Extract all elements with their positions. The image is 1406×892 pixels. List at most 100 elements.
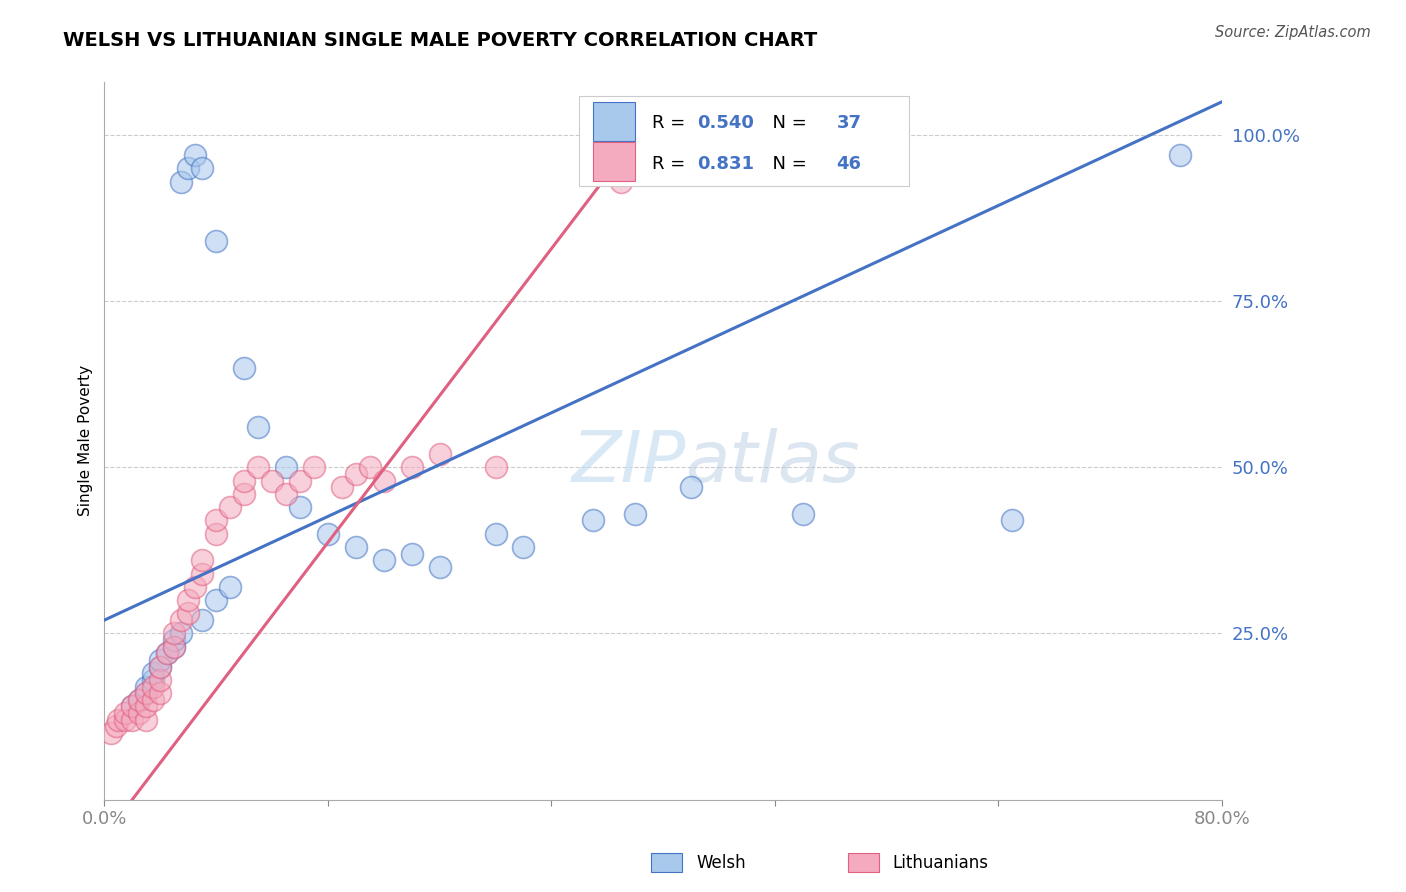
Point [191,553,214,567]
Text: Source: ZipAtlas.com: Source: ZipAtlas.com [1215,25,1371,40]
Point [330,480,353,494]
Point [373,474,395,488]
Point [582,513,605,527]
Point [344,467,367,481]
Text: 37: 37 [837,114,862,132]
Point [344,540,367,554]
FancyBboxPatch shape [579,96,910,186]
Point [142,666,165,681]
Point [142,693,165,707]
Point [100,726,122,740]
Point [135,680,157,694]
Point [135,686,157,700]
Point [135,699,157,714]
FancyBboxPatch shape [593,142,636,181]
Point [104,719,127,733]
Text: R =: R = [652,114,690,132]
Point [121,699,143,714]
Point [107,713,129,727]
Point [191,566,214,581]
Point [233,474,256,488]
Point [177,607,200,621]
Point [149,659,172,673]
Point [149,659,172,673]
Text: Welsh: Welsh [696,855,745,872]
Point [205,526,228,541]
Point [170,626,193,640]
Point [1168,148,1191,162]
Text: 0.540: 0.540 [696,114,754,132]
Text: N =: N = [762,154,813,172]
Point [792,507,814,521]
Point [142,673,165,687]
Point [191,161,214,176]
Point [288,474,311,488]
Point [135,686,157,700]
Point [184,580,207,594]
Point [512,540,534,554]
Point [205,235,228,249]
Point [484,460,506,475]
Point [205,593,228,607]
Point [610,154,633,169]
Point [128,693,150,707]
Point [373,553,395,567]
Point [156,646,179,660]
Point [624,141,647,155]
Point [149,686,172,700]
Point [170,175,193,189]
FancyBboxPatch shape [593,102,636,141]
Text: 0.831: 0.831 [696,154,754,172]
Point [401,547,423,561]
Point [610,175,633,189]
Point [233,360,256,375]
Text: Lithuanians: Lithuanians [893,855,988,872]
Point [121,713,143,727]
Text: WELSH VS LITHUANIAN SINGLE MALE POVERTY CORRELATION CHART: WELSH VS LITHUANIAN SINGLE MALE POVERTY … [63,31,817,50]
Point [288,500,311,515]
Point [247,420,270,434]
Point [128,706,150,720]
Point [429,560,451,574]
Text: R =: R = [652,154,690,172]
Point [184,148,207,162]
Point [302,460,325,475]
Text: N =: N = [762,114,813,132]
Point [219,580,242,594]
Point [1001,513,1024,527]
Point [128,693,150,707]
Point [247,460,270,475]
Point [177,161,200,176]
Point [149,673,172,687]
Point [142,680,165,694]
Point [316,526,339,541]
Point [219,500,242,515]
Point [624,507,647,521]
Point [274,487,297,501]
Text: 46: 46 [837,154,862,172]
Point [429,447,451,461]
Point [156,646,179,660]
Point [163,626,186,640]
Point [163,633,186,648]
Point [191,613,214,627]
Point [274,460,297,475]
Point [484,526,506,541]
Point [205,513,228,527]
Point [177,593,200,607]
Point [233,487,256,501]
Y-axis label: Single Male Poverty: Single Male Poverty [79,365,93,516]
Point [163,640,186,654]
Text: atlas: atlas [686,428,860,497]
Point [121,699,143,714]
Point [681,480,703,494]
Point [359,460,381,475]
Point [163,640,186,654]
Point [114,713,136,727]
Text: ZIP: ZIP [571,428,686,497]
Point [149,653,172,667]
Point [114,706,136,720]
Point [260,474,283,488]
Point [135,713,157,727]
Point [170,613,193,627]
